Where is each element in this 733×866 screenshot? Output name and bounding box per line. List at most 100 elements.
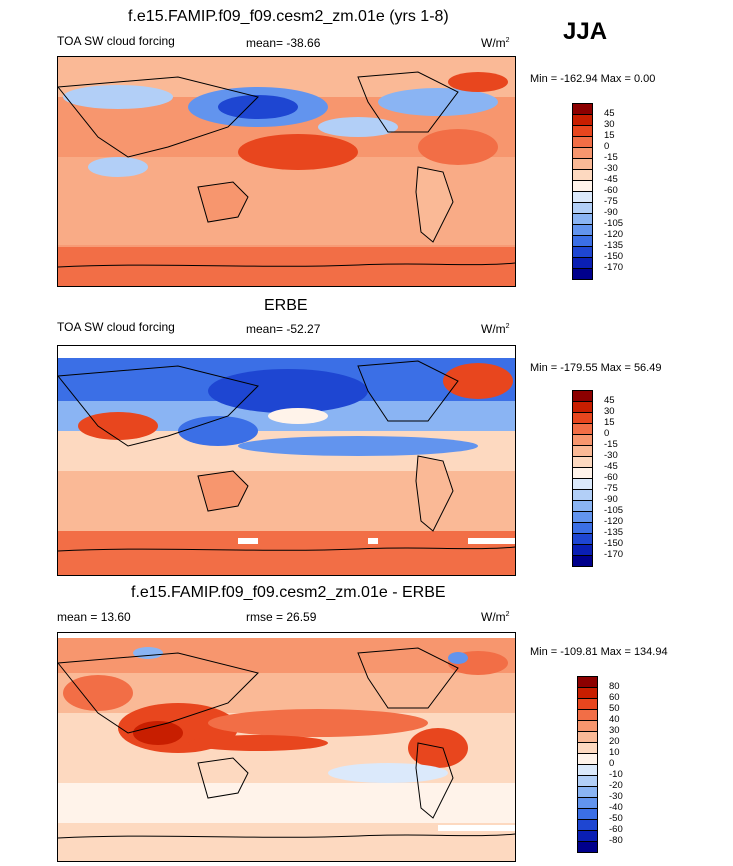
panel2-colorbar-cell (572, 445, 593, 457)
panel3-colorbar-tick: -30 (609, 791, 623, 802)
panel3-colorbar-cell (577, 709, 598, 721)
panel2-colorbar-tick: -150 (604, 538, 624, 549)
panel1-colorbar-cell (572, 136, 593, 148)
panel2-left-label: TOA SW cloud forcing (57, 320, 175, 334)
panel3-colorbar-cell (577, 819, 598, 831)
panel1-colorbar-tick: -15 (604, 152, 618, 163)
panel2-colorbar-tick: -170 (604, 549, 624, 560)
panel2-colorbar-cell (572, 533, 593, 545)
panel1-colorbar-tick: -120 (604, 229, 624, 240)
panel3-colorbar-tick: -40 (609, 802, 623, 813)
panel1-title: f.e15.FAMIP.f09_f09.cesm2_zm.01e (yrs 1-… (128, 8, 449, 25)
panel3-colorbar-tick: 10 (609, 747, 620, 758)
panel3-colorbar-tick: 50 (609, 703, 620, 714)
panel1-units: W/m2 (481, 36, 510, 50)
panel2-colorbar-tick: 0 (604, 428, 610, 439)
panel2-colorbar-cell (572, 511, 593, 523)
panel3-map (57, 632, 516, 862)
panel2-colorbar-tick: 45 (604, 395, 615, 406)
panel1-colorbar-cell (572, 257, 593, 269)
panel1-colorbar-tick: 45 (604, 108, 615, 119)
panel1-colorbar-tick: -75 (604, 196, 618, 207)
panel2-colorbar-cell (572, 456, 593, 468)
panel3-colorbar-cell (577, 676, 598, 688)
panel2-colorbar-tick: 15 (604, 417, 615, 428)
panel3-colorbar-cell (577, 687, 598, 699)
panel1-colorbar-tick: -90 (604, 207, 618, 218)
panel2-colorbar-cell (572, 522, 593, 534)
panel2-colorbar-tick: -120 (604, 516, 624, 527)
panel2-colorbar-cell (572, 555, 593, 567)
panel1-mean: mean= -38.66 (246, 36, 321, 50)
panel3-colorbar-cell (577, 742, 598, 754)
panel1-colorbar-tick: 0 (604, 141, 610, 152)
panel2-colorbar-tick: -60 (604, 472, 618, 483)
panel3-colorbar-tick: 20 (609, 736, 620, 747)
panel3-colorbar-tick: -60 (609, 824, 623, 835)
panel1-colorbar-cell (572, 268, 593, 280)
panel3-colorbar-cell (577, 786, 598, 798)
panel3-colorbar-cell (577, 797, 598, 809)
panel2-map (57, 345, 516, 576)
panel1-colorbar-cell (572, 147, 593, 159)
panel3-colorbar-tick: 80 (609, 681, 620, 692)
panel2-colorbar-cell (572, 500, 593, 512)
panel1-colorbar-cell (572, 114, 593, 126)
panel1-left-label: TOA SW cloud forcing (57, 34, 175, 48)
panel2-colorbar-cell (572, 489, 593, 501)
panel1-colorbar-tick: -105 (604, 218, 624, 229)
panel3-colorbar-cell (577, 830, 598, 842)
panel2-colorbar-tick: -45 (604, 461, 618, 472)
panel3-colorbar-cell (577, 775, 598, 787)
panel2-title: ERBE (264, 297, 308, 314)
panel1-minmax: Min = -162.94 Max = 0.00 (530, 73, 656, 85)
panel2-units: W/m2 (481, 322, 510, 336)
panel3-units: W/m2 (481, 610, 510, 624)
panel1-colorbar-cell (572, 213, 593, 225)
panel2-colorbar-cell (572, 423, 593, 435)
panel3-colorbar-tick: -80 (609, 835, 623, 846)
panel1-colorbar-tick: 15 (604, 130, 615, 141)
panel2-colorbar-tick: -15 (604, 439, 618, 450)
panel1-colorbar-cell (572, 180, 593, 192)
panel2-colorbar-cell (572, 467, 593, 479)
panel3-rmse: rmse = 26.59 (246, 610, 317, 624)
panel3-mean: mean = 13.60 (57, 610, 131, 624)
panel3-colorbar-cell (577, 841, 598, 853)
panel2-colorbar-cell (572, 401, 593, 413)
panel3-colorbar-cell (577, 720, 598, 732)
panel3-title: f.e15.FAMIP.f09_f09.cesm2_zm.01e - ERBE (131, 584, 446, 601)
panel2-colorbar-tick: -75 (604, 483, 618, 494)
panel1-colorbar-cell (572, 158, 593, 170)
panel1-colorbar-tick: -45 (604, 174, 618, 185)
panel3-colorbar-tick: -10 (609, 769, 623, 780)
panel3-colorbar-tick: 0 (609, 758, 615, 769)
panel2-colorbar-tick: 30 (604, 406, 615, 417)
panel2-colorbar-tick: -135 (604, 527, 624, 538)
panel1-colorbar-tick: -60 (604, 185, 618, 196)
panel3-minmax: Min = -109.81 Max = 134.94 (530, 646, 668, 658)
panel2-colorbar-tick: -90 (604, 494, 618, 505)
season-label: JJA (563, 18, 608, 45)
panel1-colorbar-cell (572, 246, 593, 258)
panel1-map (57, 56, 516, 287)
panel3-colorbar-cell (577, 753, 598, 765)
panel3-colorbar-tick: 40 (609, 714, 620, 725)
panel2-colorbar-tick: -30 (604, 450, 618, 461)
panel2-colorbar-cell (572, 544, 593, 556)
panel1-colorbar-cell (572, 235, 593, 247)
panel1-colorbar-cell (572, 103, 593, 115)
panel2-colorbar-cell (572, 412, 593, 424)
panel2-colorbar-tick: -105 (604, 505, 624, 516)
panel3-colorbar-cell (577, 808, 598, 820)
panel1-colorbar-cell (572, 169, 593, 181)
panel1-colorbar-cell (572, 125, 593, 137)
panel3-colorbar-cell (577, 731, 598, 743)
panel1-colorbar-tick: -150 (604, 251, 624, 262)
panel3-colorbar-cell (577, 764, 598, 776)
panel1-colorbar-tick: -30 (604, 163, 618, 174)
panel3-colorbar-cell (577, 698, 598, 710)
panel1-colorbar-cell (572, 202, 593, 214)
panel2-mean: mean= -52.27 (246, 322, 321, 336)
panel1-colorbar-tick: 30 (604, 119, 615, 130)
